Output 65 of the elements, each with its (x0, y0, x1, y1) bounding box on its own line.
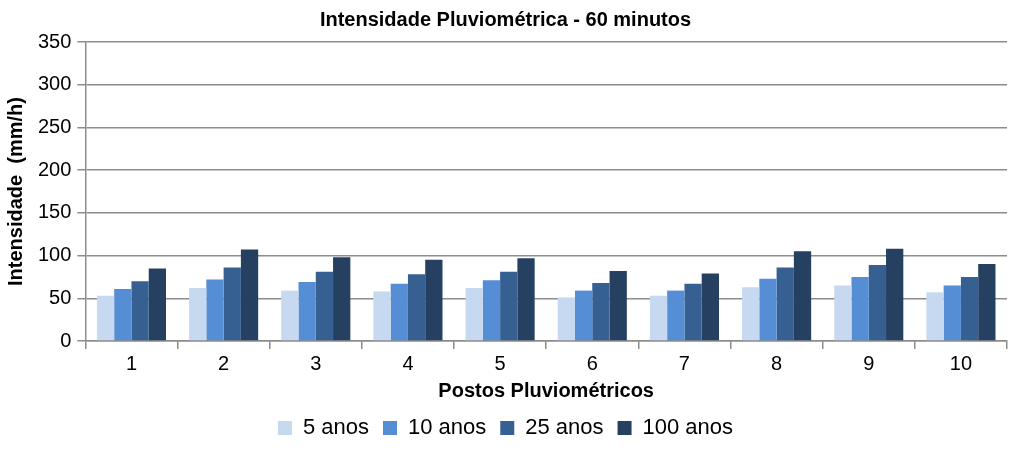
y-tick-label: 250 (37, 114, 72, 137)
bar (926, 292, 944, 341)
chart-title: Intensidade Pluviométrica - 60 minutos (319, 7, 692, 30)
y-tick-label: 150 (37, 200, 72, 223)
bar (978, 264, 996, 341)
x-tick-label: 1 (125, 351, 138, 374)
bar (667, 290, 685, 341)
bar (609, 270, 627, 341)
bar (281, 290, 299, 341)
legend-label: 100 anos (642, 414, 734, 440)
bar (407, 274, 426, 341)
bar (114, 288, 132, 341)
bar (851, 276, 869, 341)
bar (131, 281, 149, 341)
bar (500, 271, 518, 341)
bar (868, 264, 887, 341)
x-tick-label: 5 (494, 351, 506, 374)
y-tick-label: 100 (37, 243, 72, 266)
x-tick-label: 3 (310, 351, 322, 374)
x-axis-title: Postos Pluviométricos (438, 378, 654, 401)
bar (701, 273, 719, 341)
bar (776, 267, 794, 341)
x-tick-label: 8 (771, 351, 783, 374)
bar (482, 280, 501, 341)
bar (148, 268, 167, 341)
legend-label: 5 anos (302, 414, 369, 440)
bar (96, 295, 115, 341)
x-tick-label: 2 (218, 351, 230, 374)
bar (315, 271, 334, 341)
x-tick-label: 4 (402, 351, 414, 374)
bar (223, 267, 241, 341)
x-tick-label: 6 (586, 351, 598, 374)
legend-label: 25 anos (525, 414, 604, 440)
bar (574, 290, 593, 341)
y-tick-label: 300 (37, 72, 72, 95)
bar (206, 279, 224, 341)
bar (425, 259, 443, 341)
bar (557, 297, 575, 341)
bar (793, 251, 812, 341)
bar (592, 282, 610, 341)
bar (684, 283, 702, 341)
bar (373, 291, 391, 341)
y-tick-label: 0 (60, 328, 72, 351)
bar (298, 282, 316, 341)
x-tick-label: 9 (863, 351, 875, 374)
bar (943, 285, 961, 341)
bar (189, 288, 207, 341)
bar (465, 288, 483, 341)
y-axis-title: Intensidade (mm/h) (3, 97, 26, 286)
x-tick-label: 10 (949, 351, 973, 374)
bar (834, 285, 852, 341)
legend-label: 10 anos (407, 414, 487, 440)
bar (240, 249, 259, 341)
bar (960, 276, 979, 341)
y-tick-label: 350 (37, 29, 72, 52)
bar (742, 287, 760, 341)
bar (390, 283, 408, 341)
bar (886, 248, 904, 341)
y-tick-label: 200 (37, 157, 72, 180)
bar (649, 295, 668, 341)
bar (759, 278, 777, 341)
bar (333, 257, 351, 341)
y-tick-label: 50 (49, 285, 72, 308)
x-tick-label: 7 (678, 351, 690, 374)
bar (517, 258, 535, 341)
